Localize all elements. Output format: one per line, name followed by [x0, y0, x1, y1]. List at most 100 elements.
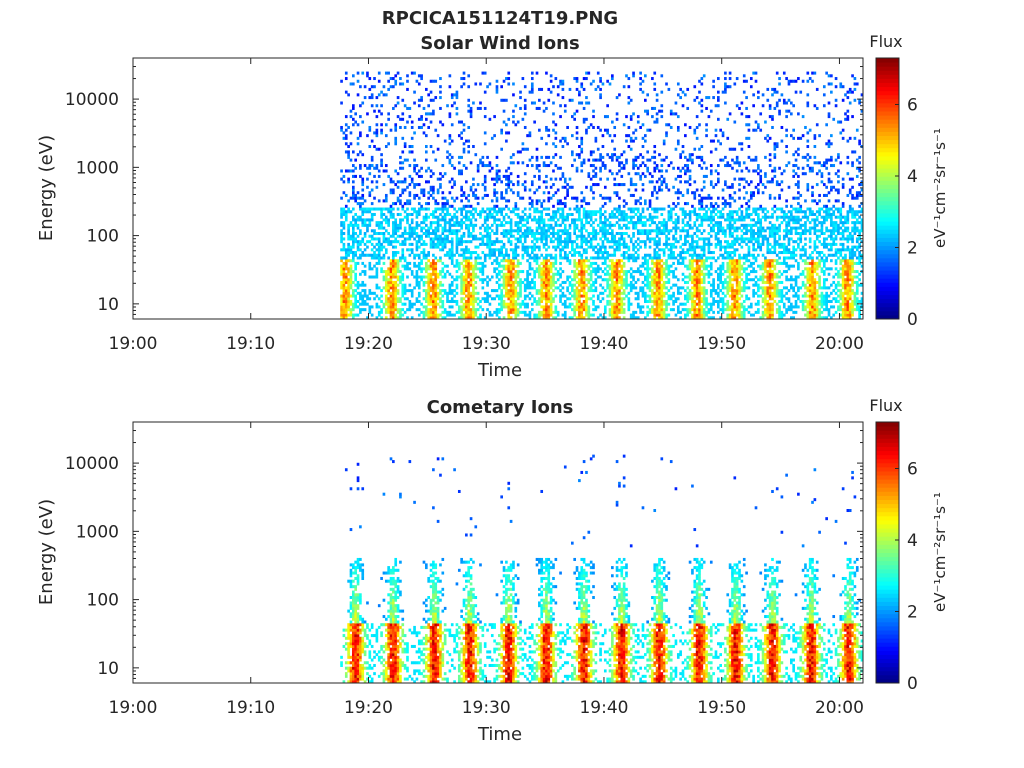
heatmap-cell	[465, 218, 468, 222]
heatmap-cell	[425, 267, 428, 271]
heatmap-cell	[519, 286, 522, 290]
heatmap-cell	[403, 264, 407, 268]
heatmap-cell	[611, 297, 614, 301]
heatmap-cell	[634, 291, 638, 295]
heatmap-cell	[688, 183, 692, 187]
heatmap-cell	[648, 202, 652, 206]
heatmap-cell	[651, 259, 654, 263]
heatmap-cell	[540, 278, 544, 282]
heatmap-cell	[498, 207, 501, 211]
heatmap-cell	[636, 237, 640, 241]
heatmap-cell	[516, 226, 520, 230]
heatmap-cell	[352, 150, 355, 154]
heatmap-cell	[592, 280, 595, 284]
heatmap-cell	[575, 199, 579, 203]
heatmap-cell	[507, 305, 511, 309]
heatmap-cell	[632, 131, 635, 135]
heatmap-cell	[662, 261, 666, 265]
heatmap-cell	[554, 310, 558, 314]
heatmap-cell	[629, 237, 633, 241]
heatmap-cell	[566, 240, 569, 244]
heatmap-cell	[526, 245, 529, 249]
heatmap-cell	[547, 289, 551, 293]
heatmap-cell	[549, 253, 553, 257]
heatmap-cell	[436, 218, 440, 222]
heatmap-cell	[486, 280, 489, 284]
heatmap-cell	[526, 259, 529, 263]
heatmap-cell	[486, 253, 489, 257]
heatmap-cell	[356, 248, 360, 252]
heatmap-cell	[585, 278, 588, 282]
heatmap-cell	[603, 128, 607, 132]
heatmap-cell	[615, 158, 619, 162]
heatmap-cell	[542, 308, 546, 312]
heatmap-cell	[455, 218, 459, 222]
heatmap-cell	[571, 283, 574, 287]
heatmap-cell	[368, 210, 372, 214]
heatmap-cell	[538, 275, 541, 279]
heatmap-cell	[589, 264, 593, 268]
heatmap-cell	[460, 308, 463, 312]
heatmap-cell	[420, 96, 423, 100]
heatmap-cell	[340, 280, 343, 284]
heatmap-cell	[467, 305, 471, 309]
heatmap-cell	[533, 270, 536, 274]
heatmap-cell	[417, 212, 421, 216]
heatmap-cell	[594, 136, 598, 140]
heatmap-cell	[434, 310, 438, 314]
heatmap-cell	[342, 280, 346, 284]
heatmap-cell	[575, 77, 579, 81]
heatmap-cell	[549, 196, 553, 200]
heatmap-cell	[709, 164, 713, 168]
heatmap-cell	[594, 272, 598, 276]
heatmap-cell	[507, 310, 511, 314]
heatmap-cell	[521, 310, 525, 314]
heatmap-cell	[568, 261, 572, 265]
heatmap-cell	[533, 256, 536, 260]
heatmap-cell	[658, 267, 661, 271]
heatmap-cell	[432, 245, 435, 249]
heatmap-cell	[648, 299, 652, 303]
heatmap-cell	[486, 155, 489, 159]
heatmap-cell	[528, 280, 532, 284]
heatmap-cell	[432, 272, 435, 276]
heatmap-cell	[655, 256, 659, 260]
heatmap-cell	[344, 169, 348, 173]
heatmap-cell	[446, 104, 449, 108]
heatmap-cell	[538, 226, 541, 230]
heatmap-cell	[653, 248, 657, 252]
heatmap-cell	[618, 286, 621, 290]
heatmap-cell	[556, 245, 560, 249]
heatmap-cell	[446, 297, 449, 301]
heatmap-cell	[542, 242, 546, 246]
heatmap-cell	[394, 289, 398, 293]
heatmap-cell	[561, 313, 565, 317]
heatmap-cell	[505, 232, 508, 236]
heatmap-cell	[516, 207, 520, 211]
heatmap-cell	[563, 313, 567, 317]
heatmap-cell	[403, 158, 407, 162]
heatmap-cell	[462, 297, 466, 301]
heatmap-cell	[693, 245, 697, 249]
heatmap-cell	[707, 248, 711, 252]
heatmap-cell	[651, 193, 654, 197]
heatmap-cell	[549, 270, 553, 274]
heatmap-cell	[585, 248, 588, 252]
heatmap-cell	[660, 308, 664, 312]
heatmap-cell	[483, 131, 487, 135]
heatmap-cell	[561, 248, 565, 252]
heatmap-cell	[455, 96, 459, 100]
heatmap-cell	[521, 223, 525, 227]
heatmap-cell	[613, 294, 617, 298]
heatmap-cell	[634, 172, 638, 176]
heatmap-cell	[573, 232, 576, 236]
heatmap-cell	[523, 229, 527, 233]
heatmap-cell	[446, 264, 449, 268]
heatmap-cell	[474, 259, 478, 263]
heatmap-cell	[509, 316, 513, 320]
heatmap-cell	[392, 215, 395, 219]
heatmap-cell	[344, 150, 348, 154]
heatmap-cell	[370, 305, 374, 309]
heatmap-cell	[688, 125, 692, 129]
heatmap-cell	[479, 299, 482, 303]
